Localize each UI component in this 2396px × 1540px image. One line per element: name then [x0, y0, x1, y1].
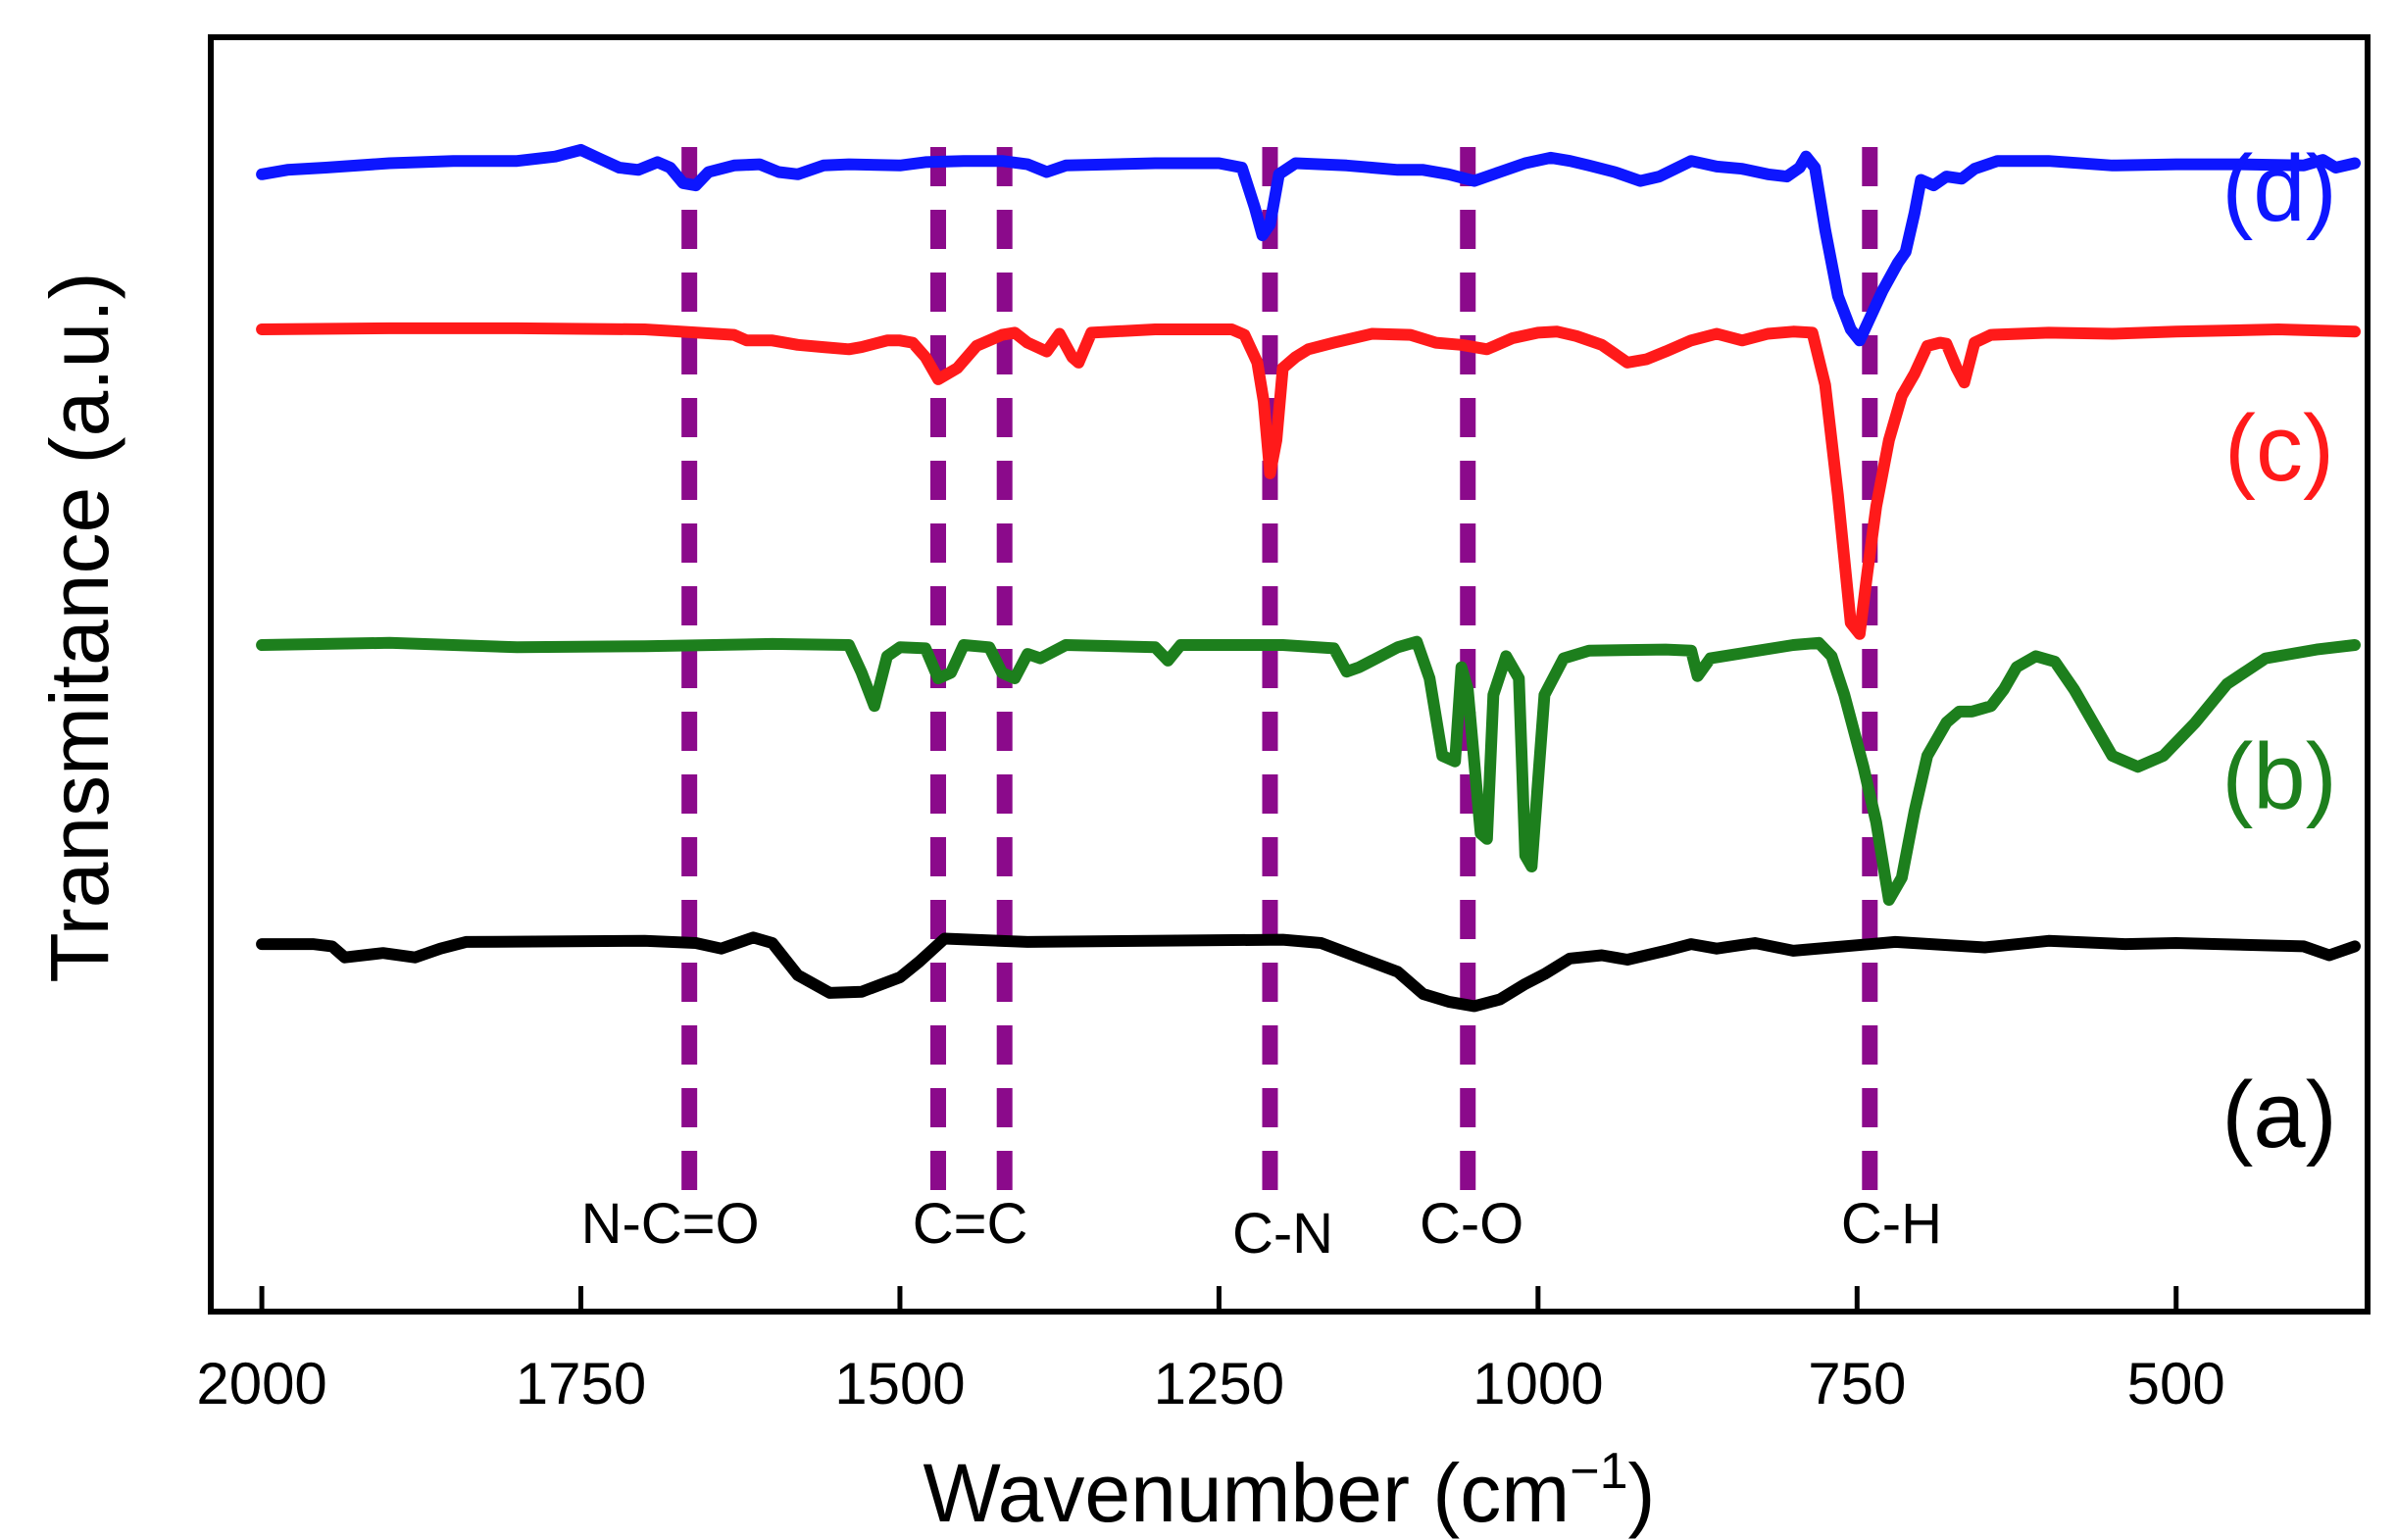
x-axis-title-close: ) [1628, 1447, 1656, 1539]
x-tick-label-1750: 1750 [516, 1351, 646, 1416]
x-axis: 2000 1750 1500 1250 1000 750 500 [196, 1286, 2225, 1416]
series-line-c [256, 322, 2361, 640]
x-tick-label-1250: 1250 [1154, 1351, 1284, 1416]
band-label-c-h: C-H [1841, 1192, 1942, 1256]
x-tick-label-1000: 1000 [1473, 1351, 1603, 1416]
series-line-d [256, 143, 2361, 347]
x-axis-title: Wavenumber (cm−1) [923, 1443, 1656, 1539]
band-label-c-n: C-N [1232, 1202, 1333, 1266]
plot-area-border [208, 34, 2371, 1315]
x-axis-title-main: Wavenumber (cm [923, 1447, 1571, 1539]
band-label-n-c-o: N-C=O [581, 1192, 760, 1256]
series-label-c: (c) [2224, 396, 2334, 501]
x-tick-label-1500: 1500 [834, 1351, 965, 1416]
x-tick-label-2000: 2000 [196, 1351, 326, 1416]
y-axis-title: Transmitance (a.u.) [33, 272, 125, 982]
series-line-b [256, 635, 2361, 906]
x-tick-label-750: 750 [1808, 1351, 1906, 1416]
series-label-d: (d) [2221, 136, 2336, 241]
band-label-c-c: C=C [913, 1192, 1028, 1256]
x-axis-title-superscript: −1 [1570, 1443, 1627, 1500]
series-label-b: (b) [2221, 724, 2336, 829]
plot-frame [208, 34, 2371, 1315]
series-labels: (a) (b) (c) (d) [2221, 136, 2336, 1167]
x-tick-label-500: 500 [2127, 1351, 2225, 1416]
band-labels: N-C=O C=C C-N C-O C-H [581, 1192, 1942, 1266]
band-label-c-o: C-O [1420, 1192, 1523, 1256]
series-label-a: (a) [2221, 1063, 2336, 1167]
series-line-a [256, 931, 2361, 1013]
spectra [256, 143, 2361, 1013]
